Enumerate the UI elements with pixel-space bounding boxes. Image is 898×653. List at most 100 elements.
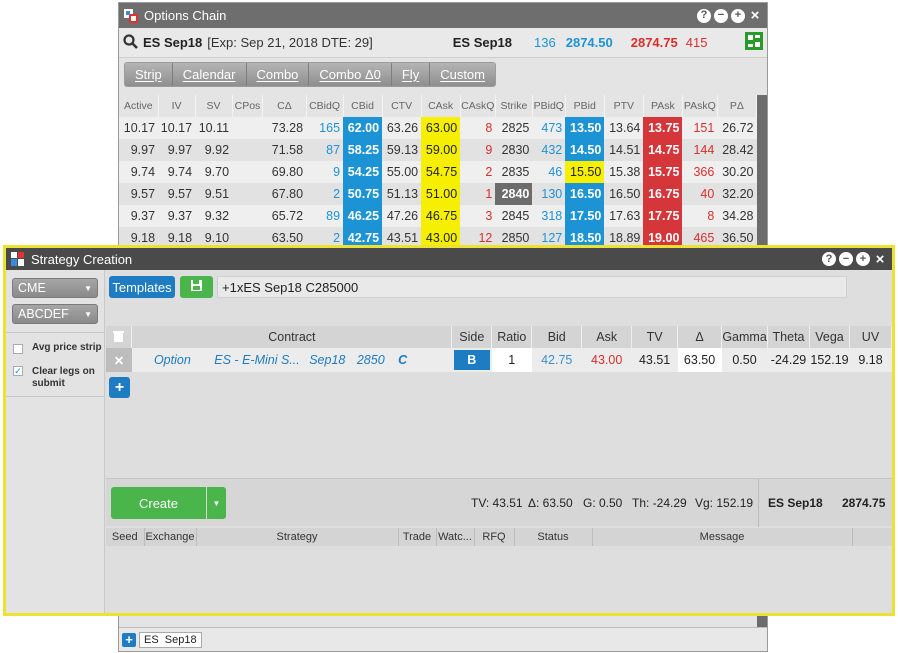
chain-cell[interactable]: [232, 161, 263, 183]
mode-calendar-button[interactable]: Calendar: [172, 62, 247, 86]
chain-col-16[interactable]: PΔ: [717, 95, 758, 117]
chain-cell[interactable]: 12: [460, 227, 496, 249]
chain-row[interactable]: 9.37 9.37 9.32 65.72 89 46.25 47.26 46.75 3 2845 3…: [119, 205, 757, 227]
maximize-button[interactable]: +: [731, 8, 745, 23]
chain-cell[interactable]: 1: [460, 183, 496, 205]
chain-col-10[interactable]: Strike: [495, 95, 533, 117]
chain-cell[interactable]: 26.72: [717, 117, 757, 139]
chain-cell[interactable]: 36.50: [717, 227, 757, 249]
chain-cell[interactable]: 17.75: [643, 205, 683, 227]
templates-button[interactable]: Templates: [109, 276, 175, 298]
strategy-titlebar[interactable]: Strategy Creation ? − + ×: [6, 248, 892, 270]
add-leg-button[interactable]: +: [109, 377, 130, 398]
chain-cell[interactable]: 9.57: [158, 183, 196, 205]
chain-cell[interactable]: 59.13: [382, 139, 422, 161]
chain-cell[interactable]: [232, 227, 263, 249]
chain-col-5[interactable]: CBidQ: [306, 95, 344, 117]
chain-cell[interactable]: 34.28: [717, 205, 757, 227]
chain-cell[interactable]: 473: [532, 117, 566, 139]
chain-cell[interactable]: 9.97: [119, 139, 159, 161]
chain-cell[interactable]: 47.26: [382, 205, 422, 227]
chain-cell[interactable]: 32.20: [717, 183, 757, 205]
chain-cell[interactable]: [232, 205, 263, 227]
help-button[interactable]: ?: [697, 8, 711, 23]
chain-cell[interactable]: 50.75: [343, 183, 383, 205]
chain-cell[interactable]: 63.50: [262, 227, 307, 249]
strategy-input[interactable]: +1xES Sep18 C285000: [217, 276, 847, 298]
chain-col-15[interactable]: PAskQ: [682, 95, 718, 117]
account-select[interactable]: ABCDEF ▼: [12, 304, 98, 324]
chain-cell[interactable]: 15.38: [604, 161, 644, 183]
chain-cell[interactable]: 51.13: [382, 183, 422, 205]
chain-cell[interactable]: 17.63: [604, 205, 644, 227]
chain-cell[interactable]: 318: [532, 205, 566, 227]
clear-legs-checkbox[interactable]: ✓: [13, 366, 23, 376]
chain-col-4[interactable]: CΔ: [262, 95, 307, 117]
chain-cell[interactable]: 2830: [495, 139, 533, 161]
chain-cell[interactable]: 43.51: [382, 227, 422, 249]
chain-cell[interactable]: 13.50: [565, 117, 605, 139]
chain-cell[interactable]: 2: [306, 227, 344, 249]
chain-cell[interactable]: 130: [532, 183, 566, 205]
chain-cell[interactable]: 2845: [495, 205, 533, 227]
chain-cell[interactable]: 16.50: [565, 183, 605, 205]
chain-row[interactable]: 9.74 9.74 9.70 69.80 9 54.25 55.00 54.75 2 2835 46…: [119, 161, 757, 183]
leg-delta[interactable]: 63.50: [677, 348, 722, 372]
chain-cell[interactable]: 9.74: [119, 161, 159, 183]
chain-col-1[interactable]: IV: [158, 95, 196, 117]
chain-cell[interactable]: 15.50: [565, 161, 605, 183]
chain-cell[interactable]: 63.26: [382, 117, 422, 139]
chain-cell[interactable]: 89: [306, 205, 344, 227]
chain-row[interactable]: 9.18 9.18 9.10 63.50 2 42.75 43.51 43.00 12 2850 1…: [119, 227, 757, 249]
chain-col-3[interactable]: CPos: [232, 95, 264, 117]
search-icon[interactable]: [123, 33, 138, 52]
chain-cell[interactable]: 46.75: [421, 205, 461, 227]
chain-cell[interactable]: 10.17: [119, 117, 159, 139]
chain-cell[interactable]: 54.25: [343, 161, 383, 183]
chain-cell[interactable]: 59.00: [421, 139, 461, 161]
mode-custom-button[interactable]: Custom: [430, 62, 495, 86]
chain-col-6[interactable]: CBid: [343, 95, 383, 117]
chain-cell[interactable]: 9.97: [158, 139, 196, 161]
mode-combo-delta0-button[interactable]: Combo Δ0: [309, 62, 392, 86]
chain-col-9[interactable]: CAskQ: [460, 95, 496, 117]
chain-cell[interactable]: 2: [460, 161, 496, 183]
mode-strip-button[interactable]: Strip: [125, 62, 173, 86]
chain-cell[interactable]: 10.11: [195, 117, 233, 139]
chain-cell[interactable]: 3: [460, 205, 496, 227]
chain-cell[interactable]: 63.00: [421, 117, 461, 139]
chain-cell[interactable]: 58.25: [343, 139, 383, 161]
chain-cell[interactable]: 28.42: [717, 139, 757, 161]
chain-symbol[interactable]: ES Sep18: [143, 35, 203, 50]
chain-cell[interactable]: 40: [682, 183, 718, 205]
chain-cell[interactable]: 69.80: [262, 161, 307, 183]
close-button[interactable]: ×: [750, 7, 760, 24]
avg-price-strip-checkbox[interactable]: [13, 344, 23, 354]
chain-cell[interactable]: 14.51: [604, 139, 644, 161]
chain-cell[interactable]: 9.32: [195, 205, 233, 227]
save-button[interactable]: [180, 276, 213, 298]
chain-col-13[interactable]: PTV: [604, 95, 644, 117]
chain-cell[interactable]: 8: [460, 117, 496, 139]
chain-cell[interactable]: 9.57: [119, 183, 159, 205]
chain-cell[interactable]: 43.00: [421, 227, 461, 249]
create-dropdown-button[interactable]: ▼: [207, 487, 226, 519]
chain-col-14[interactable]: PAsk: [643, 95, 683, 117]
chain-cell[interactable]: 67.80: [262, 183, 307, 205]
chain-tab[interactable]: ES Sep18: [139, 631, 202, 648]
minimize-button[interactable]: −: [839, 252, 853, 266]
chain-cell[interactable]: 46.25: [343, 205, 383, 227]
chain-cell[interactable]: 9.92: [195, 139, 233, 161]
chain-cell[interactable]: 9.51: [195, 183, 233, 205]
chain-cell[interactable]: 71.58: [262, 139, 307, 161]
chain-cell[interactable]: 2840: [495, 183, 533, 205]
chain-cell[interactable]: 9.37: [119, 205, 159, 227]
help-button[interactable]: ?: [822, 252, 836, 266]
leg-row[interactable]: ✕ Option ES - E-Mini S... Sep18 2850 C B…: [106, 348, 892, 372]
chain-cell[interactable]: [232, 139, 263, 161]
chain-cell[interactable]: 8: [682, 205, 718, 227]
chain-cell[interactable]: 16.50: [604, 183, 644, 205]
chain-cell[interactable]: 18.89: [604, 227, 644, 249]
chain-cell[interactable]: 30.20: [717, 161, 757, 183]
leg-side-button[interactable]: B: [453, 350, 490, 370]
